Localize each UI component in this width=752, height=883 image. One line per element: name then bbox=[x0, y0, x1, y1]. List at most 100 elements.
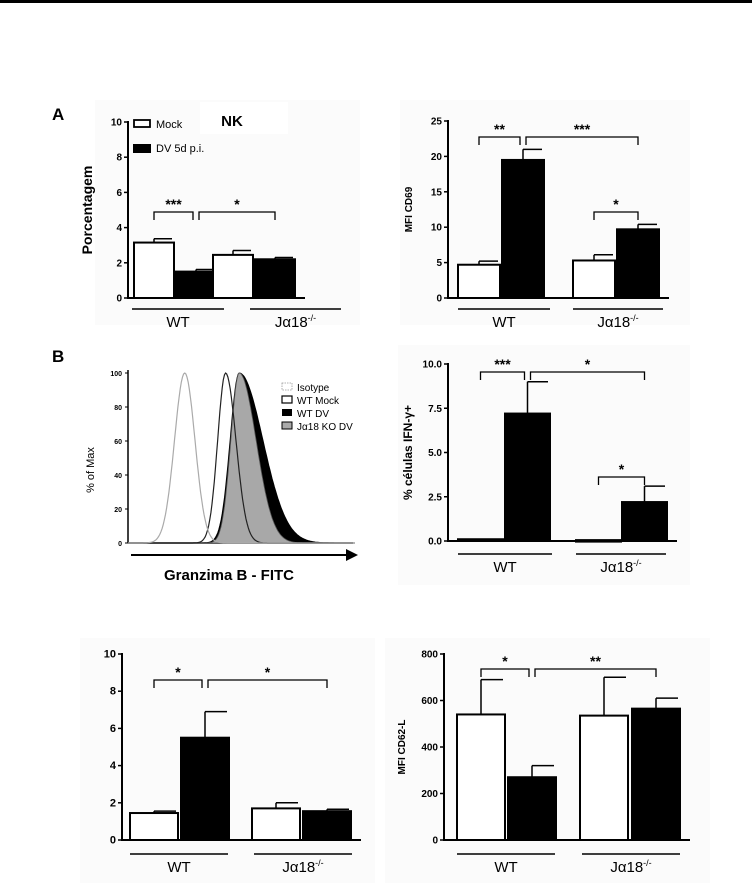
bar-mock bbox=[575, 539, 622, 543]
bar-dv bbox=[501, 158, 545, 299]
legend-label-mock: Mock bbox=[156, 119, 183, 131]
legend-label-dv: DV 5d p.i. bbox=[156, 143, 204, 155]
group-label-superscript: -/- bbox=[643, 858, 652, 868]
bar-dv bbox=[504, 412, 551, 542]
y-axis-label: Porcentagem bbox=[79, 166, 95, 255]
bar-mock bbox=[579, 714, 629, 841]
y-tick-label: 7.5 bbox=[428, 404, 442, 415]
group-label-text: Jα18 bbox=[275, 314, 308, 331]
significance-stars: ** bbox=[494, 121, 505, 137]
significance-bracket bbox=[480, 668, 530, 677]
chart-ifn-gamma: 0.02.55.07.510.0% células IFN-γ+*** **WT J… bbox=[401, 356, 677, 576]
y-tick-label: 6 bbox=[110, 723, 116, 735]
y-tick-label: 2 bbox=[110, 797, 116, 809]
group-label-superscript: -/- bbox=[630, 313, 639, 323]
group-label: Jα18-/- bbox=[275, 313, 316, 331]
bar-dv bbox=[180, 736, 230, 842]
group-label-text: Jα18 bbox=[282, 859, 315, 876]
y-tick-label: 10 bbox=[111, 118, 123, 129]
y-tick-label: 20 bbox=[114, 507, 122, 514]
y-axis-label: % of Max bbox=[85, 447, 97, 493]
y-axis-label: MFI CD69 bbox=[404, 186, 415, 232]
bar-dv bbox=[302, 810, 352, 841]
bar-mock bbox=[457, 263, 501, 299]
group-label: WT bbox=[166, 314, 189, 331]
y-tick-label: 0 bbox=[118, 541, 122, 548]
y-tick-label: 0 bbox=[110, 835, 116, 847]
significance-bracket bbox=[153, 679, 203, 688]
bar-dv bbox=[507, 776, 557, 841]
significance-stars: *** bbox=[494, 356, 511, 372]
legend-label: Isotype bbox=[297, 383, 330, 394]
significance-bracket bbox=[525, 136, 639, 145]
bar-mock bbox=[251, 807, 301, 842]
bar-mock bbox=[129, 812, 179, 842]
significance-stars: *** bbox=[574, 121, 591, 137]
y-tick-label: 10 bbox=[431, 223, 443, 234]
legend-label: WT DV bbox=[297, 409, 329, 420]
group-label-superscript: -/- bbox=[633, 558, 642, 568]
significance-bracket bbox=[207, 679, 328, 688]
y-tick-label: 4 bbox=[110, 760, 117, 772]
significance-stars: *** bbox=[165, 196, 182, 212]
legend-label: Jα18 KO DV bbox=[297, 422, 353, 433]
group-label-text: WT bbox=[492, 314, 515, 331]
y-tick-label: 0 bbox=[432, 836, 438, 847]
group-label-text: Jα18 bbox=[610, 859, 643, 876]
y-tick-label: 0 bbox=[116, 294, 122, 305]
significance-bracket bbox=[198, 211, 276, 220]
y-tick-label: 0.0 bbox=[428, 537, 442, 548]
y-tick-label: 5 bbox=[436, 258, 442, 269]
y-tick-label: 60 bbox=[114, 439, 122, 446]
legend-swatch-ko-dv bbox=[281, 421, 293, 430]
bar-mock bbox=[456, 713, 506, 842]
group-label-text: WT bbox=[493, 559, 516, 576]
significance-bracket bbox=[597, 476, 646, 485]
bar-mock bbox=[457, 538, 504, 542]
y-tick-label: 20 bbox=[431, 152, 443, 163]
y-tick-label: 15 bbox=[431, 187, 443, 198]
y-tick-label: 40 bbox=[114, 473, 122, 480]
y-tick-label: 2.5 bbox=[428, 492, 442, 503]
significance-bracket bbox=[534, 668, 657, 677]
group-label: Jα18-/- bbox=[610, 858, 651, 876]
page-top-rule bbox=[0, 0, 752, 3]
y-tick-label: 400 bbox=[421, 743, 438, 754]
y-tick-label: 25 bbox=[431, 117, 443, 128]
group-label: Jα18-/- bbox=[282, 858, 323, 876]
legend-swatch-dv bbox=[133, 144, 151, 153]
bar-mock bbox=[572, 259, 616, 300]
y-tick-label: 6 bbox=[116, 188, 122, 199]
y-tick-label: 8 bbox=[110, 686, 116, 698]
significance-stars: * bbox=[502, 653, 508, 669]
significance-stars: * bbox=[265, 664, 271, 680]
bar-mock bbox=[133, 241, 175, 299]
panel-letter-a: A bbox=[52, 105, 64, 124]
y-tick-label: 8 bbox=[116, 153, 122, 164]
bar-dv bbox=[175, 270, 217, 300]
group-label: WT bbox=[494, 859, 517, 876]
chart-title-nk: NK bbox=[221, 113, 243, 130]
x-axis-label: Granzima B - FITC bbox=[164, 567, 294, 584]
y-tick-label: 10.0 bbox=[423, 360, 443, 371]
y-tick-label: 5.0 bbox=[428, 448, 442, 459]
bar-dv bbox=[631, 707, 681, 842]
panel-letter-b: B bbox=[52, 347, 64, 366]
bar-dv bbox=[616, 228, 660, 300]
chart-granzyme-histogram: 0 20 40 60 80 100 % of Max Granzima B - FITC Iso… bbox=[85, 370, 358, 584]
significance-bracket bbox=[479, 371, 526, 380]
significance-stars: * bbox=[619, 461, 625, 477]
y-tick-label: 4 bbox=[116, 223, 122, 234]
bar-dv bbox=[254, 258, 296, 299]
significance-bracket bbox=[153, 211, 194, 220]
y-tick-label: 10 bbox=[104, 649, 116, 661]
significance-stars: * bbox=[234, 196, 240, 212]
y-axis-label: MFI CD62-L bbox=[397, 720, 408, 775]
histogram-isotype bbox=[128, 372, 355, 544]
x-arrow-head bbox=[346, 549, 358, 561]
group-label-superscript: -/- bbox=[308, 313, 317, 323]
group-label-text: Jα18 bbox=[597, 314, 630, 331]
significance-bracket bbox=[478, 136, 521, 145]
y-axis-label: % células IFN-γ+ bbox=[401, 405, 415, 500]
